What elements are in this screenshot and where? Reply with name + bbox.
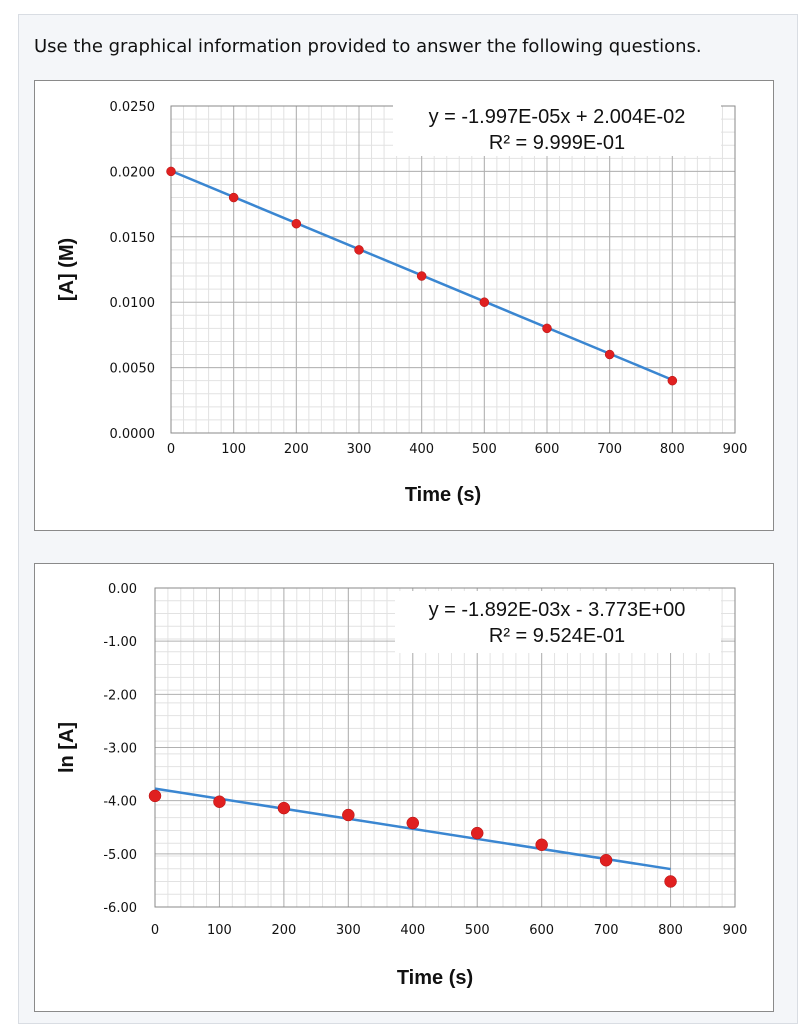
r-squared-label: R² = 9.999E-01 xyxy=(489,132,625,154)
equation-box xyxy=(393,100,721,156)
x-tick-label: 900 xyxy=(723,923,748,938)
data-point xyxy=(166,166,176,177)
r-squared-label: R² = 9.524E-01 xyxy=(489,625,625,647)
x-tick-label: 500 xyxy=(465,923,490,938)
data-point xyxy=(406,816,420,830)
data-point xyxy=(479,297,490,307)
data-point xyxy=(542,323,552,334)
x-tick-label: 0 xyxy=(151,923,159,938)
x-tick-label: 900 xyxy=(723,442,748,457)
data-point xyxy=(604,349,615,360)
ln-concentration-chart-svg: 0 100 200 300 400 500 600 700 800 900 -6.00 -5.00 -4… xyxy=(56,582,748,989)
plot-area-border xyxy=(154,587,736,908)
data-point xyxy=(291,218,302,229)
x-tick-label: 600 xyxy=(529,923,554,938)
trendline-equation: y = -1.997E-05x + 2.004E-02 xyxy=(429,106,686,128)
x-axis-title: Time (s) xyxy=(397,967,473,989)
y-tick-label: 0.0050 xyxy=(110,362,156,377)
data-point xyxy=(342,808,355,822)
y-tick-label: -2.00 xyxy=(103,688,137,703)
x-tick-label: 500 xyxy=(472,442,497,457)
ln-concentration-chart: 0 100 200 300 400 500 600 700 800 900 -6.00 -5.00 -4… xyxy=(34,563,774,1012)
x-tick-label: 200 xyxy=(271,923,296,938)
x-tick-label: 800 xyxy=(658,923,683,938)
y-tick-label: 0.00 xyxy=(108,582,137,597)
x-tick-label: 100 xyxy=(221,442,246,457)
data-point xyxy=(470,826,484,840)
data-point xyxy=(277,801,291,815)
y-tick-label: 0.0250 xyxy=(110,100,156,115)
data-point xyxy=(228,192,239,203)
x-tick-label: 400 xyxy=(409,442,434,457)
y-tick-label: -3.00 xyxy=(103,742,137,757)
y-tick-label: -5.00 xyxy=(103,848,137,863)
x-tick-label: 300 xyxy=(347,442,372,457)
x-tick-label: 200 xyxy=(284,442,309,457)
data-point xyxy=(599,853,613,867)
equation-box xyxy=(395,591,721,653)
data-point xyxy=(354,245,364,255)
data-point xyxy=(667,375,678,386)
y-tick-label: 0.0150 xyxy=(110,231,156,246)
y-axis-title: ln [A] xyxy=(56,722,78,773)
y-tick-label: -6.00 xyxy=(103,901,137,916)
x-tick-label: 400 xyxy=(400,923,425,938)
concentration-chart-svg: 0 100 200 300 400 500 600 700 800 900 0.0000 0.0050… xyxy=(56,100,748,506)
y-tick-label: 0.0200 xyxy=(110,165,156,180)
y-tick-label: -4.00 xyxy=(103,795,137,810)
x-tick-label: 300 xyxy=(336,923,361,938)
x-tick-label: 700 xyxy=(597,442,622,457)
y-tick-label: 0.0100 xyxy=(110,296,156,311)
data-point xyxy=(664,875,677,888)
x-tick-label: 800 xyxy=(660,442,685,457)
y-tick-label: 0.0000 xyxy=(110,427,156,442)
y-tick-label: -1.00 xyxy=(103,635,137,650)
trendline-equation: y = -1.892E-03x - 3.773E+00 xyxy=(429,599,686,621)
question-prompt: Use the graphical information provided t… xyxy=(34,36,702,57)
x-tick-label: 0 xyxy=(167,442,175,457)
data-point xyxy=(213,795,226,808)
x-tick-label: 100 xyxy=(207,923,232,938)
x-axis-title: Time (s) xyxy=(405,484,481,506)
x-tick-label: 700 xyxy=(594,923,619,938)
data-point xyxy=(535,838,548,852)
x-tick-label: 600 xyxy=(535,442,560,457)
data-point xyxy=(416,271,427,281)
data-point xyxy=(148,789,162,803)
y-axis-title: [A] (M) xyxy=(56,238,78,301)
concentration-chart: 0 100 200 300 400 500 600 700 800 900 0.0000 0.0050… xyxy=(34,80,774,531)
